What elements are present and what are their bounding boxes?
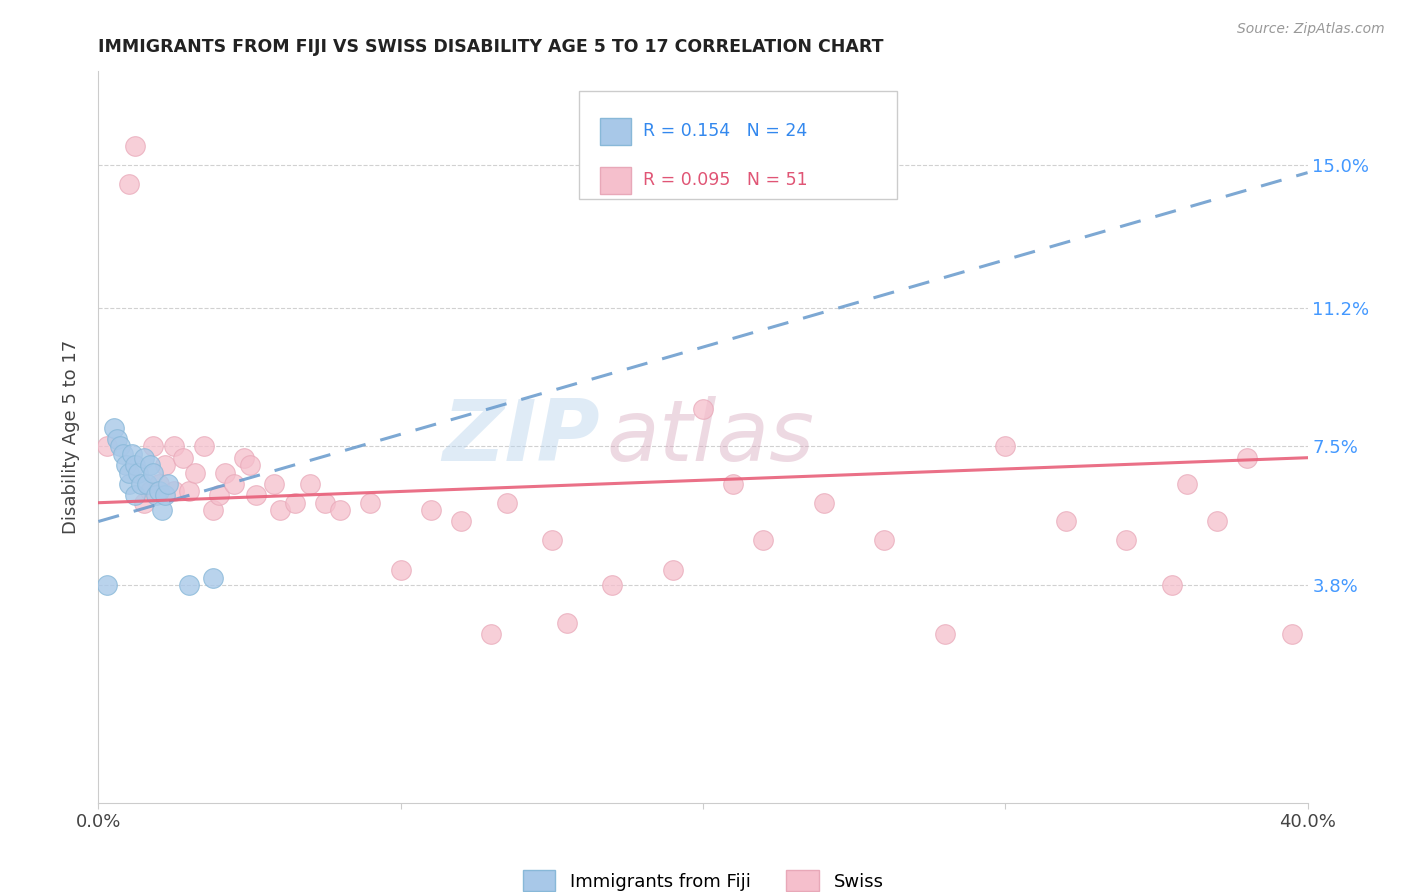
Point	[224, 477, 246, 491]
Point	[132, 450, 155, 465]
Point	[105, 432, 128, 446]
Point	[232, 450, 254, 465]
Point	[153, 458, 176, 473]
Point	[118, 466, 141, 480]
Point	[118, 177, 141, 191]
Point	[153, 488, 176, 502]
Point	[156, 477, 179, 491]
Point	[148, 484, 170, 499]
Point	[661, 563, 683, 577]
Point	[555, 615, 578, 630]
Text: ZIP: ZIP	[443, 395, 600, 479]
Point	[121, 447, 143, 461]
Point	[124, 488, 146, 502]
Point	[1236, 450, 1258, 465]
Point	[103, 420, 125, 434]
Text: IMMIGRANTS FROM FIJI VS SWISS DISABILITY AGE 5 TO 17 CORRELATION CHART: IMMIGRANTS FROM FIJI VS SWISS DISABILITY…	[98, 38, 884, 56]
Point	[239, 458, 262, 473]
Point	[193, 440, 215, 454]
Point	[389, 563, 412, 577]
Point	[994, 440, 1017, 454]
Y-axis label: Disability Age 5 to 17: Disability Age 5 to 17	[62, 340, 80, 534]
Point	[184, 466, 207, 480]
Point	[481, 627, 503, 641]
Point	[135, 477, 157, 491]
Point	[1175, 477, 1198, 491]
Point	[934, 627, 956, 641]
Point	[96, 440, 118, 454]
Point	[1054, 515, 1077, 529]
Point	[127, 466, 149, 480]
Point	[692, 401, 714, 416]
Point	[752, 533, 775, 548]
Point	[124, 458, 146, 473]
Point	[420, 503, 443, 517]
Point	[284, 496, 307, 510]
Point	[139, 458, 162, 473]
Point	[208, 488, 231, 502]
Text: R = 0.095   N = 51: R = 0.095 N = 51	[643, 171, 807, 189]
Point	[1160, 578, 1182, 592]
Point	[108, 440, 131, 454]
Point	[450, 515, 472, 529]
Text: R = 0.154   N = 24: R = 0.154 N = 24	[643, 122, 807, 140]
Point	[1206, 515, 1229, 529]
Point	[360, 496, 382, 510]
Point	[142, 440, 165, 454]
Point	[1281, 627, 1303, 641]
Point	[150, 503, 173, 517]
Point	[202, 503, 225, 517]
Point	[245, 488, 267, 502]
Point	[124, 139, 146, 153]
Point	[873, 533, 896, 548]
Point	[142, 466, 165, 480]
Legend: Immigrants from Fiji, Swiss: Immigrants from Fiji, Swiss	[516, 863, 890, 892]
Point	[329, 503, 352, 517]
Point	[172, 450, 194, 465]
Point	[129, 477, 152, 491]
Point	[495, 496, 517, 510]
Point	[602, 578, 624, 592]
Point	[114, 458, 136, 473]
Point	[179, 578, 201, 592]
Point	[314, 496, 336, 510]
Point	[111, 447, 134, 461]
Point	[118, 477, 141, 491]
Point	[132, 496, 155, 510]
Point	[148, 477, 170, 491]
Point	[202, 571, 225, 585]
Point	[1115, 533, 1137, 548]
Point	[179, 484, 201, 499]
Point	[263, 477, 285, 491]
Point	[269, 503, 291, 517]
Point	[145, 488, 167, 502]
Point	[163, 440, 186, 454]
Point	[299, 477, 322, 491]
Point	[96, 578, 118, 592]
Text: Source: ZipAtlas.com: Source: ZipAtlas.com	[1237, 22, 1385, 37]
Text: atlas: atlas	[606, 395, 814, 479]
Point	[540, 533, 562, 548]
Point	[813, 496, 835, 510]
Point	[214, 466, 236, 480]
Point	[139, 484, 162, 499]
Point	[723, 477, 745, 491]
Point	[163, 484, 186, 499]
